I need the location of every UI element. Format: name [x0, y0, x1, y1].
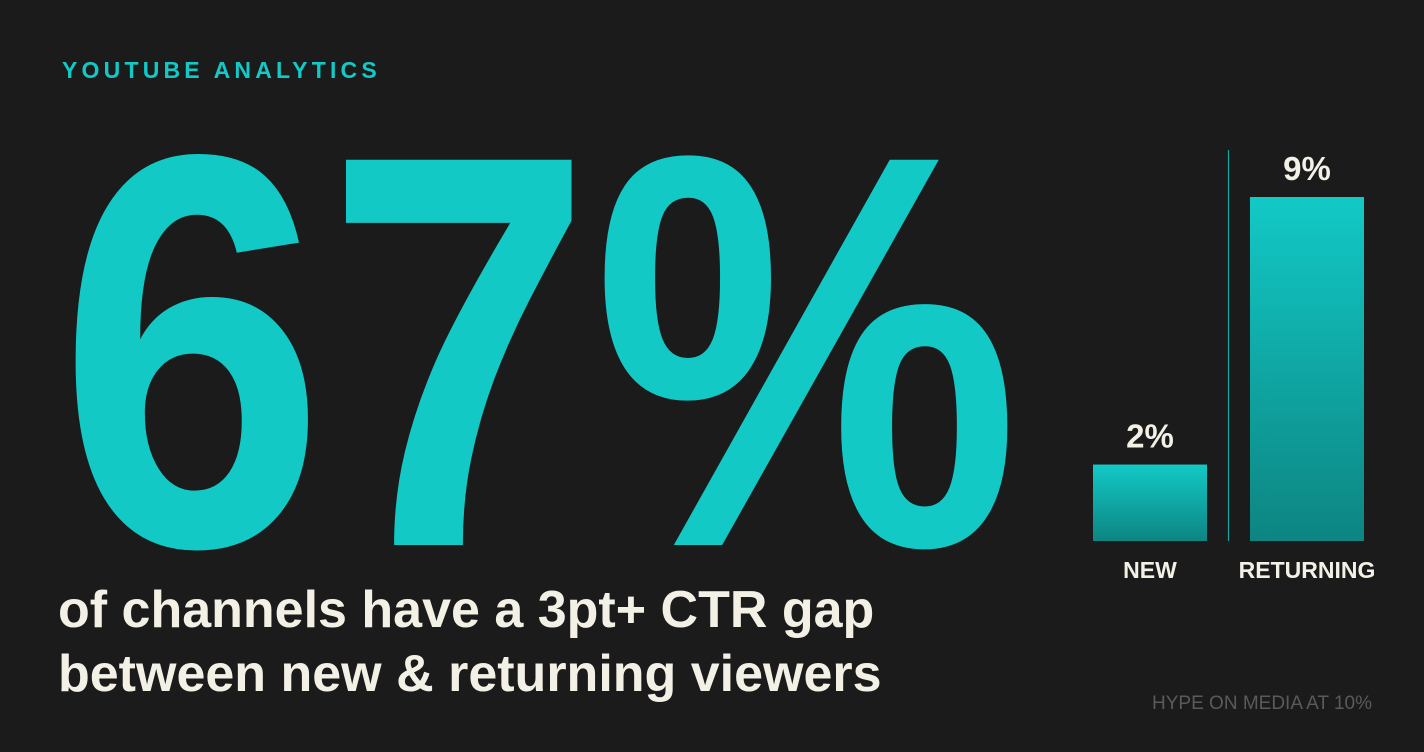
bar	[1093, 464, 1207, 541]
category-label: RETURNING	[1239, 557, 1376, 583]
subtitle-line: between new & returning viewers	[58, 645, 882, 703]
value-label: 2%	[1126, 418, 1174, 455]
footer-note: HYPE ON MEDIA AT 10%	[1152, 693, 1372, 714]
category-label: NEW	[1123, 557, 1177, 583]
bar-chart: 2% NEW 9% RETURNING	[1093, 150, 1375, 583]
subtitle-line: of channels have a 3pt+ CTR gap	[58, 581, 874, 639]
value-label: 9%	[1283, 150, 1331, 187]
bar	[1250, 197, 1364, 541]
eyebrow: YOUTUBE ANALYTICS	[62, 57, 381, 83]
headline-stat: 67%	[58, 38, 1020, 664]
